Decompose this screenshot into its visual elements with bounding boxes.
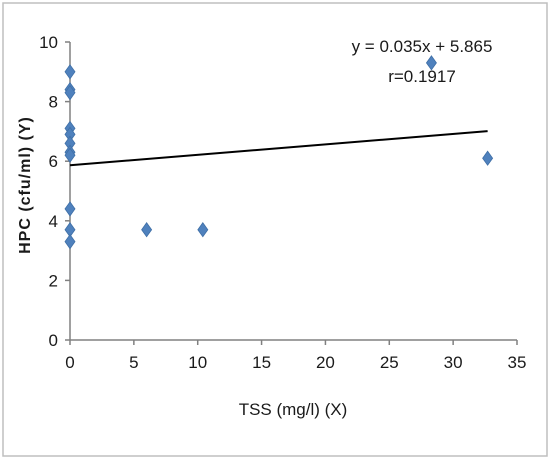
trendline-equation: y = 0.035x + 5.865	[352, 37, 493, 56]
trendline-layer	[69, 130, 488, 167]
data-point	[482, 150, 494, 166]
x-axis-title: TSS (mg/l) (X)	[239, 400, 348, 419]
trendline-r-value: r=0.1917	[388, 67, 456, 86]
data-point	[425, 55, 437, 71]
trendline	[69, 130, 488, 167]
data-point	[64, 201, 76, 217]
y-axis-title: HPC (cfu/ml) (Y)	[17, 116, 34, 254]
chart-border	[2, 2, 548, 457]
x-tick-label: 5	[129, 353, 138, 372]
x-tick-label: 35	[508, 353, 527, 372]
data-point	[64, 147, 76, 163]
y-tick-label: 6	[49, 152, 58, 171]
y-tick-label: 4	[49, 212, 58, 231]
x-tick-label: 25	[380, 353, 399, 372]
data-point	[64, 64, 76, 80]
x-tick-label: 10	[188, 353, 207, 372]
y-tick-label: 0	[49, 331, 58, 350]
x-tick-label: 20	[316, 353, 335, 372]
x-tick-label: 0	[65, 353, 74, 372]
data-point	[197, 222, 209, 238]
y-tick-label: 8	[49, 93, 58, 112]
x-tick-label: 15	[252, 353, 271, 372]
data-points-layer	[64, 55, 494, 250]
y-tick-label: 2	[49, 271, 58, 290]
x-tick-label: 30	[444, 353, 463, 372]
data-point	[64, 233, 76, 250]
y-axis-ticks: 0 2 4 6 8 10	[39, 33, 70, 350]
data-point	[141, 222, 153, 238]
x-axis-ticks: 0 5 10 15 20 25 30 35	[65, 340, 526, 372]
data-point	[64, 84, 76, 101]
y-tick-label: 10	[39, 33, 58, 52]
